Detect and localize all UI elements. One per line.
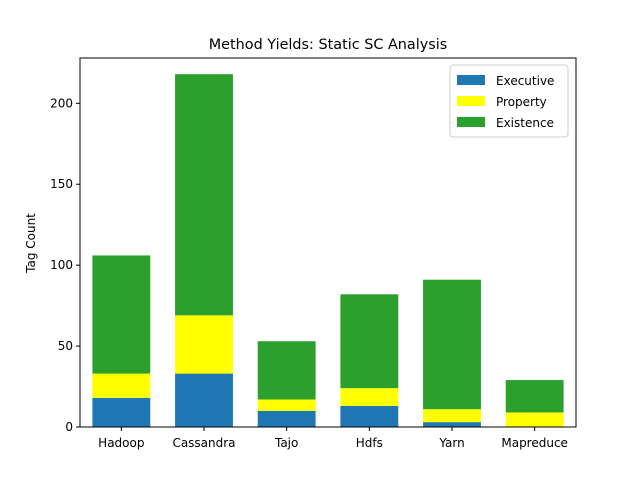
x-tick-label: Tajo <box>274 436 298 450</box>
bar-existence-tajo <box>257 341 316 400</box>
plot-frame <box>79 57 577 428</box>
bar-executive-tajo <box>257 410 316 427</box>
axes-group: 0 50 100 150 200 Hadoop Cassandra Tajo Hdfs Yarn M… <box>50 57 577 450</box>
bar-property-cassandra <box>175 315 233 374</box>
bar-existence-yarn <box>423 279 481 410</box>
bar-property-yarn <box>423 409 481 423</box>
bar-existence-mapreduce <box>505 380 564 413</box>
bar-existence-cassandra <box>175 74 233 316</box>
y-tick-label: 0 <box>65 420 73 434</box>
y-axis-label: Tag Count <box>24 213 38 274</box>
bar-existence-hdfs <box>340 294 399 389</box>
y-tick-label: 150 <box>50 177 73 191</box>
chart-title: Method Yields: Static SC Analysis <box>209 37 448 53</box>
bar-executive-yarn <box>423 422 481 427</box>
bar-property-hdfs <box>340 388 399 406</box>
bar-property-mapreduce <box>505 412 564 427</box>
bar-executive-hadoop <box>92 397 151 427</box>
legend: Executive Property Existence <box>449 64 569 138</box>
x-tick-label: Cassandra <box>172 436 235 450</box>
bar-property-hadoop <box>92 373 151 398</box>
bar-executive-cassandra <box>175 373 233 427</box>
bar-property-tajo <box>257 399 316 411</box>
legend-label-property: Property <box>496 95 547 109</box>
y-tick-label: 50 <box>58 339 73 353</box>
x-tick-label: Yarn <box>438 436 464 450</box>
legend-label-existence: Existence <box>496 116 554 130</box>
x-tick-label: Mapreduce <box>501 436 568 450</box>
bars-group <box>92 74 564 427</box>
bar-executive-hdfs <box>340 405 399 427</box>
bar-existence-hadoop <box>92 255 151 374</box>
x-tick-label: Hdfs <box>356 436 383 450</box>
y-tick-label: 100 <box>50 258 73 272</box>
x-tick-label: Hadoop <box>98 436 144 450</box>
legend-label-executive: Executive <box>496 74 554 88</box>
legend-swatch-existence <box>457 117 485 127</box>
legend-swatch-executive <box>457 75 485 85</box>
y-tick-label: 200 <box>50 96 73 110</box>
legend-swatch-property <box>457 96 485 106</box>
